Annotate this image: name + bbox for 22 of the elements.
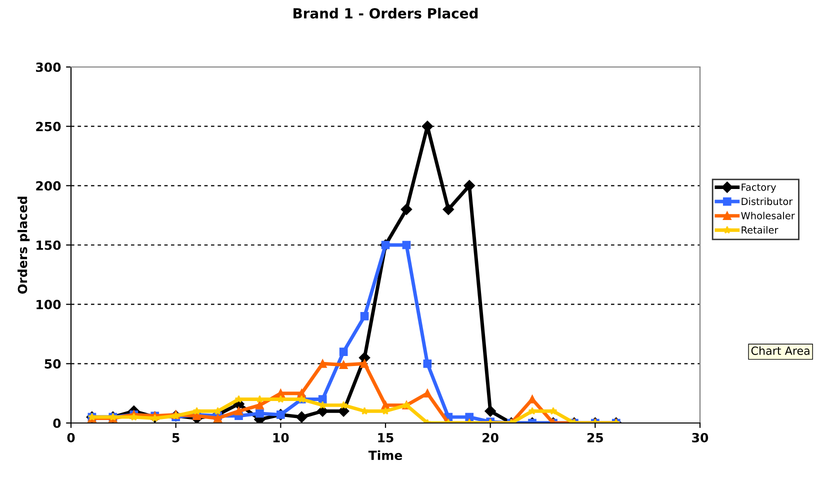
legend-label: Factory	[742, 184, 776, 193]
x-tick-label: 10	[273, 432, 289, 442]
legend-label: Wholesaler	[741, 212, 795, 220]
text: Chart Area	[751, 346, 810, 355]
x-tick-label: 15	[378, 433, 394, 442]
y-tick-label: 250	[36, 122, 61, 132]
legend-label: Retailer	[742, 226, 778, 234]
legend-label: Distributor	[742, 198, 793, 206]
y-tick-label: 0	[53, 418, 61, 428]
x-tick-label: 25	[587, 432, 603, 442]
x-axis-title: Time	[368, 450, 402, 460]
y-tick-label: 150	[36, 240, 61, 250]
x-tick-label: 0	[67, 432, 75, 442]
x-tick-label: 20	[482, 432, 498, 442]
x-tick-label: 5	[172, 433, 180, 442]
y-tick-label: 100	[36, 300, 61, 310]
y-tick-label: 300	[36, 62, 61, 72]
y-tick-label: 50	[44, 359, 61, 369]
x-tick-label: 30	[692, 432, 708, 442]
y-tick-label: 200	[36, 181, 61, 191]
chart-title: Brand 1 - Orders Placed	[294, 8, 478, 19]
y-axis-title: Orders placed	[18, 196, 30, 294]
